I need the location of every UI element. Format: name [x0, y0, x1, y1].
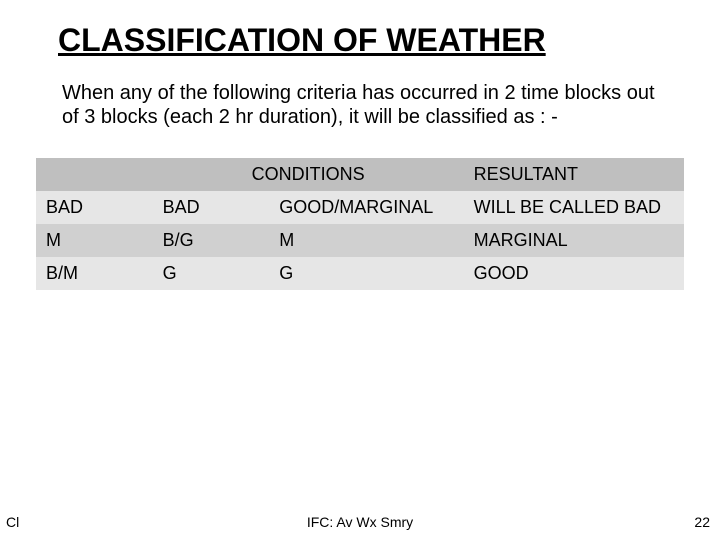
table-row: B/M G G GOOD	[36, 257, 684, 290]
header-resultant: RESULTANT	[464, 158, 684, 191]
classification-table: CONDITIONS RESULTANT BAD BAD GOOD/MARGIN…	[36, 158, 684, 290]
cell: G	[269, 257, 463, 290]
cell: GOOD/MARGINAL	[269, 191, 463, 224]
footer-left: Cl	[6, 514, 19, 530]
cell: MARGINAL	[464, 224, 684, 257]
header-conditions: CONDITIONS	[153, 158, 464, 191]
footer-right-page-number: 22	[694, 514, 710, 530]
page-title: CLASSIFICATION OF WEATHER	[0, 0, 720, 59]
cell: M	[269, 224, 463, 257]
table-row: M B/G M MARGINAL	[36, 224, 684, 257]
table-header-row: CONDITIONS RESULTANT	[36, 158, 684, 191]
cell: BAD	[36, 191, 153, 224]
classification-table-container: CONDITIONS RESULTANT BAD BAD GOOD/MARGIN…	[0, 130, 720, 290]
cell: B/M	[36, 257, 153, 290]
cell: M	[36, 224, 153, 257]
description-text: When any of the following criteria has o…	[0, 59, 720, 130]
footer-center: IFC: Av Wx Smry	[0, 514, 720, 530]
cell: WILL BE CALLED BAD	[464, 191, 684, 224]
cell: BAD	[153, 191, 270, 224]
table-row: BAD BAD GOOD/MARGINAL WILL BE CALLED BAD	[36, 191, 684, 224]
header-empty	[36, 158, 153, 191]
cell: GOOD	[464, 257, 684, 290]
cell: B/G	[153, 224, 270, 257]
cell: G	[153, 257, 270, 290]
